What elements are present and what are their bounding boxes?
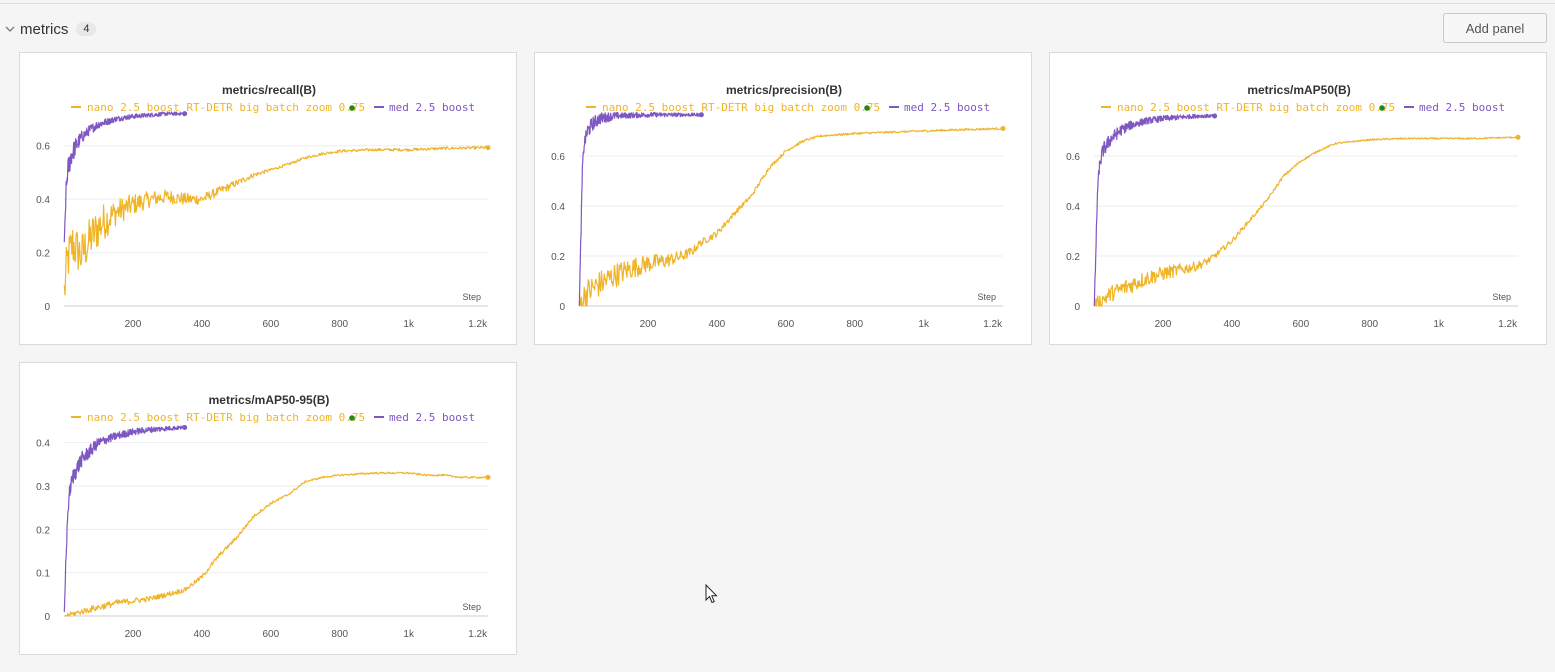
x-tick-label: 400 bbox=[1224, 319, 1241, 330]
y-tick-label: 0 bbox=[559, 302, 565, 313]
y-tick-label: 0.6 bbox=[551, 152, 565, 163]
x-tick-label: 1.2k bbox=[983, 319, 1003, 330]
y-tick-label: 0 bbox=[1074, 302, 1080, 313]
y-tick-label: 0.4 bbox=[36, 195, 50, 206]
y-tick-label: 0 bbox=[44, 302, 50, 313]
chart-svg: metrics/mAP50-95(B) nano 2.5 boost RT-DET… bbox=[36, 393, 491, 640]
y-tick-label: 0.6 bbox=[36, 142, 50, 153]
series-line-med bbox=[1093, 113, 1216, 307]
series-line-nano bbox=[578, 127, 1004, 307]
series-line-nano bbox=[63, 145, 489, 296]
x-tick-label: 1k bbox=[403, 629, 415, 640]
run-status-dot-icon bbox=[349, 415, 355, 421]
run-status-dot-icon bbox=[349, 105, 355, 111]
x-tick-label: 200 bbox=[125, 319, 142, 330]
series-endpoint-med bbox=[698, 112, 704, 118]
chart-panel-map50-95[interactable]: metrics/mAP50-95(B) nano 2.5 boost RT-DET… bbox=[19, 362, 517, 655]
y-tick-label: 0.1 bbox=[36, 569, 50, 580]
x-tick-label: 1k bbox=[1433, 319, 1445, 330]
section-title: metrics bbox=[20, 20, 69, 38]
series-endpoint-med bbox=[182, 111, 188, 117]
y-tick-label: 0.2 bbox=[36, 525, 50, 536]
x-tick-label: 600 bbox=[1292, 319, 1309, 330]
y-tick-label: 0.4 bbox=[1066, 202, 1080, 213]
x-tick-label: 800 bbox=[846, 319, 863, 330]
legend-label-med: med 2.5 boost bbox=[389, 101, 475, 114]
chart-title: metrics/mAP50-95(B) bbox=[209, 393, 330, 407]
x-tick-label: 1k bbox=[403, 319, 415, 330]
legend-label-nano: nano 2.5 boost RT-DETR big batch zoom 0.… bbox=[87, 411, 365, 424]
chart-title: metrics/recall(B) bbox=[222, 83, 316, 97]
x-tick-label: 200 bbox=[640, 319, 657, 330]
y-tick-label: 0.2 bbox=[1066, 252, 1080, 263]
x-tick-label: 200 bbox=[1155, 319, 1172, 330]
x-tick-label: 1k bbox=[918, 319, 930, 330]
add-panel-button[interactable]: Add panel bbox=[1443, 13, 1547, 43]
x-axis-label: Step bbox=[462, 292, 481, 302]
chart-panel-recall[interactable]: metrics/recall(B) nano 2.5 boost RT-DETR … bbox=[19, 52, 517, 345]
legend-label-nano: nano 2.5 boost RT-DETR big batch zoom 0.… bbox=[602, 101, 880, 114]
x-axis-label: Step bbox=[1492, 292, 1511, 302]
series-endpoint-nano bbox=[485, 474, 491, 480]
x-tick-label: 800 bbox=[331, 629, 348, 640]
series-endpoint-nano bbox=[1515, 134, 1521, 140]
x-tick-label: 1.2k bbox=[1498, 319, 1518, 330]
legend: nano 2.5 boost RT-DETR big batch zoom 0.… bbox=[1101, 101, 1505, 114]
chart-svg: metrics/precision(B) nano 2.5 boost RT-DE… bbox=[551, 83, 1006, 330]
series-endpoint-nano bbox=[1000, 126, 1006, 131]
series-line-med bbox=[63, 111, 186, 243]
series-line-nano bbox=[64, 471, 489, 617]
series-line-med bbox=[578, 111, 702, 307]
run-status-dot-icon bbox=[1379, 105, 1385, 111]
x-tick-label: 400 bbox=[194, 319, 211, 330]
legend: nano 2.5 boost RT-DETR big batch zoom 0.… bbox=[71, 411, 475, 424]
x-tick-label: 400 bbox=[194, 629, 211, 640]
y-tick-label: 0.2 bbox=[36, 249, 50, 260]
series-endpoint-med bbox=[1212, 113, 1218, 119]
x-axis-label: Step bbox=[977, 292, 996, 302]
x-tick-label: 600 bbox=[777, 319, 794, 330]
chart-svg: metrics/mAP50(B) nano 2.5 boost RT-DETR b… bbox=[1066, 83, 1521, 330]
chart-panel-precision[interactable]: metrics/precision(B) nano 2.5 boost RT-DE… bbox=[534, 52, 1032, 345]
x-tick-label: 1.2k bbox=[468, 319, 488, 330]
series-endpoint-med bbox=[182, 425, 188, 430]
x-tick-label: 600 bbox=[262, 629, 279, 640]
panel-count-badge: 4 bbox=[76, 22, 97, 36]
y-tick-label: 0.3 bbox=[36, 482, 50, 493]
x-tick-label: 1.2k bbox=[468, 629, 488, 640]
run-status-dot-icon bbox=[864, 105, 870, 111]
y-tick-label: 0.6 bbox=[1066, 152, 1080, 163]
x-tick-label: 200 bbox=[125, 629, 142, 640]
y-tick-label: 0.4 bbox=[36, 439, 50, 450]
chevron-down-icon[interactable] bbox=[1, 20, 19, 38]
legend: nano 2.5 boost RT-DETR big batch zoom 0.… bbox=[586, 101, 990, 114]
legend-label-med: med 2.5 boost bbox=[904, 101, 990, 114]
y-tick-label: 0 bbox=[44, 612, 50, 623]
series-line-med bbox=[63, 425, 186, 613]
x-axis-label: Step bbox=[462, 602, 481, 612]
y-tick-label: 0.2 bbox=[551, 252, 565, 263]
chart-title: metrics/precision(B) bbox=[726, 83, 842, 97]
series-endpoint-nano bbox=[485, 145, 491, 151]
x-tick-label: 800 bbox=[1361, 319, 1378, 330]
legend: nano 2.5 boost RT-DETR big batch zoom 0.… bbox=[71, 101, 475, 114]
x-tick-label: 800 bbox=[331, 319, 348, 330]
legend-label-med: med 2.5 boost bbox=[1419, 101, 1505, 114]
section-header[interactable]: metrics 4 bbox=[0, 14, 97, 44]
top-divider bbox=[0, 3, 1555, 4]
legend-label-med: med 2.5 boost bbox=[389, 411, 475, 424]
series-line-nano bbox=[1093, 136, 1519, 307]
chart-title: metrics/mAP50(B) bbox=[1247, 83, 1350, 97]
x-tick-label: 600 bbox=[262, 319, 279, 330]
y-tick-label: 0.4 bbox=[551, 202, 565, 213]
legend-label-nano: nano 2.5 boost RT-DETR big batch zoom 0.… bbox=[87, 101, 365, 114]
chart-panel-map50[interactable]: metrics/mAP50(B) nano 2.5 boost RT-DETR b… bbox=[1049, 52, 1547, 345]
legend-label-nano: nano 2.5 boost RT-DETR big batch zoom 0.… bbox=[1117, 101, 1395, 114]
x-tick-label: 400 bbox=[709, 319, 726, 330]
mouse-cursor-icon bbox=[705, 583, 719, 609]
chart-svg: metrics/recall(B) nano 2.5 boost RT-DETR … bbox=[36, 83, 491, 330]
